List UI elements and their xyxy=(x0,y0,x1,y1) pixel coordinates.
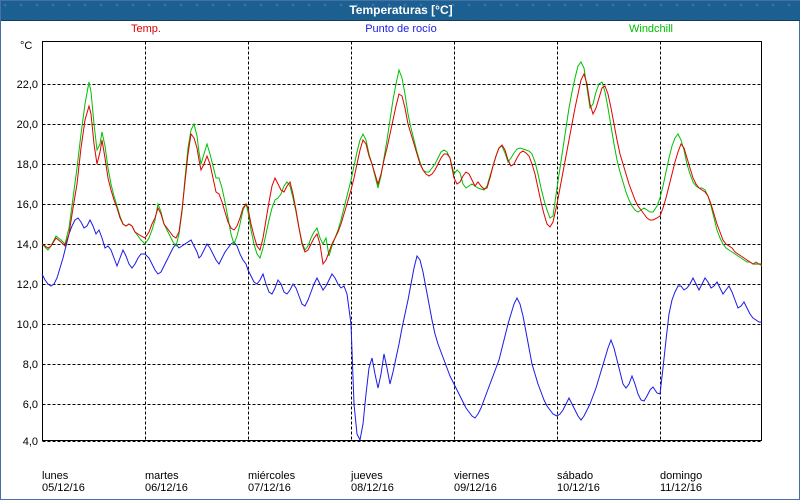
svg-text:09/12/16: 09/12/16 xyxy=(454,482,497,494)
svg-text:viernes: viernes xyxy=(454,470,490,482)
svg-text:miércoles: miércoles xyxy=(248,470,296,482)
svg-text:22,0: 22,0 xyxy=(17,79,38,91)
svg-text:11/12/16: 11/12/16 xyxy=(660,482,702,494)
svg-text:lunes: lunes xyxy=(42,470,69,482)
svg-text:8,0: 8,0 xyxy=(23,359,38,371)
svg-text:05/12/16: 05/12/16 xyxy=(42,482,85,494)
svg-text:10/12/16: 10/12/16 xyxy=(557,482,600,494)
svg-text:14,0: 14,0 xyxy=(17,239,38,251)
svg-text:18,0: 18,0 xyxy=(17,159,38,171)
svg-text:08/12/16: 08/12/16 xyxy=(351,482,394,494)
svg-text:07/12/16: 07/12/16 xyxy=(248,482,291,494)
svg-text:06/12/16: 06/12/16 xyxy=(145,482,188,494)
svg-text:jueves: jueves xyxy=(350,470,383,482)
svg-text:martes: martes xyxy=(145,470,179,482)
svg-text:sábado: sábado xyxy=(557,470,593,482)
svg-text:4,0: 4,0 xyxy=(23,436,38,448)
svg-text:12,0: 12,0 xyxy=(17,279,38,291)
svg-text:6,0: 6,0 xyxy=(23,399,38,411)
svg-text:°C: °C xyxy=(20,40,32,52)
svg-text:16,0: 16,0 xyxy=(17,199,38,211)
svg-text:domingo: domingo xyxy=(660,470,702,482)
svg-text:10,0: 10,0 xyxy=(17,319,38,331)
svg-text:20,0: 20,0 xyxy=(17,119,38,131)
